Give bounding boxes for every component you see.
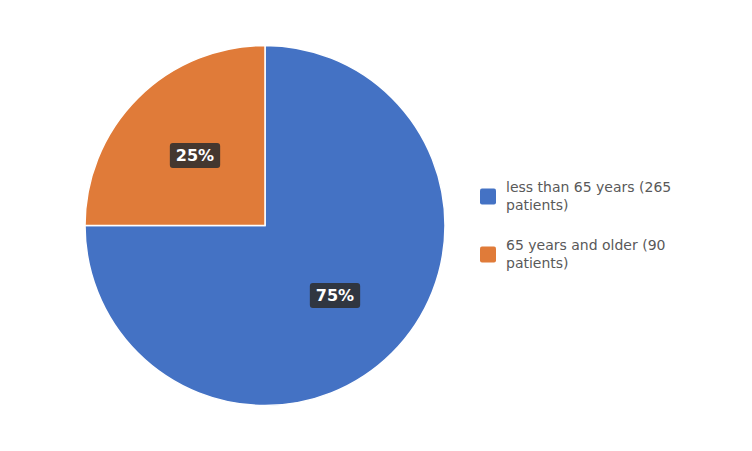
legend-item: 65 years and older (90patients) (480, 237, 665, 271)
pie-slice (85, 46, 445, 406)
legend: less than 65 years (265patients) 65 years… (480, 179, 671, 271)
pie-slices (85, 46, 445, 406)
legend-swatch (480, 247, 496, 263)
pie-slice (85, 46, 265, 226)
data-label-group: 75% (310, 283, 360, 308)
legend-label: less than 65 years (265patients) (506, 179, 671, 213)
data-labels: 75% 25% (170, 143, 360, 308)
background (0, 0, 752, 451)
legend-label: 65 years and older (90patients) (506, 237, 665, 271)
data-label-group: 25% (170, 143, 220, 168)
data-label: 75% (316, 286, 354, 305)
legend-swatch (480, 189, 496, 205)
chart-svg: 75% 25% less than 65 years (265patients) 65… (0, 0, 752, 451)
data-label-box (310, 283, 360, 308)
data-label-box (170, 143, 220, 168)
data-label: 25% (176, 146, 214, 165)
legend-item: less than 65 years (265patients) (480, 179, 671, 213)
chart-container: 75% 25% less than 65 years (265patients) 65… (0, 0, 752, 451)
